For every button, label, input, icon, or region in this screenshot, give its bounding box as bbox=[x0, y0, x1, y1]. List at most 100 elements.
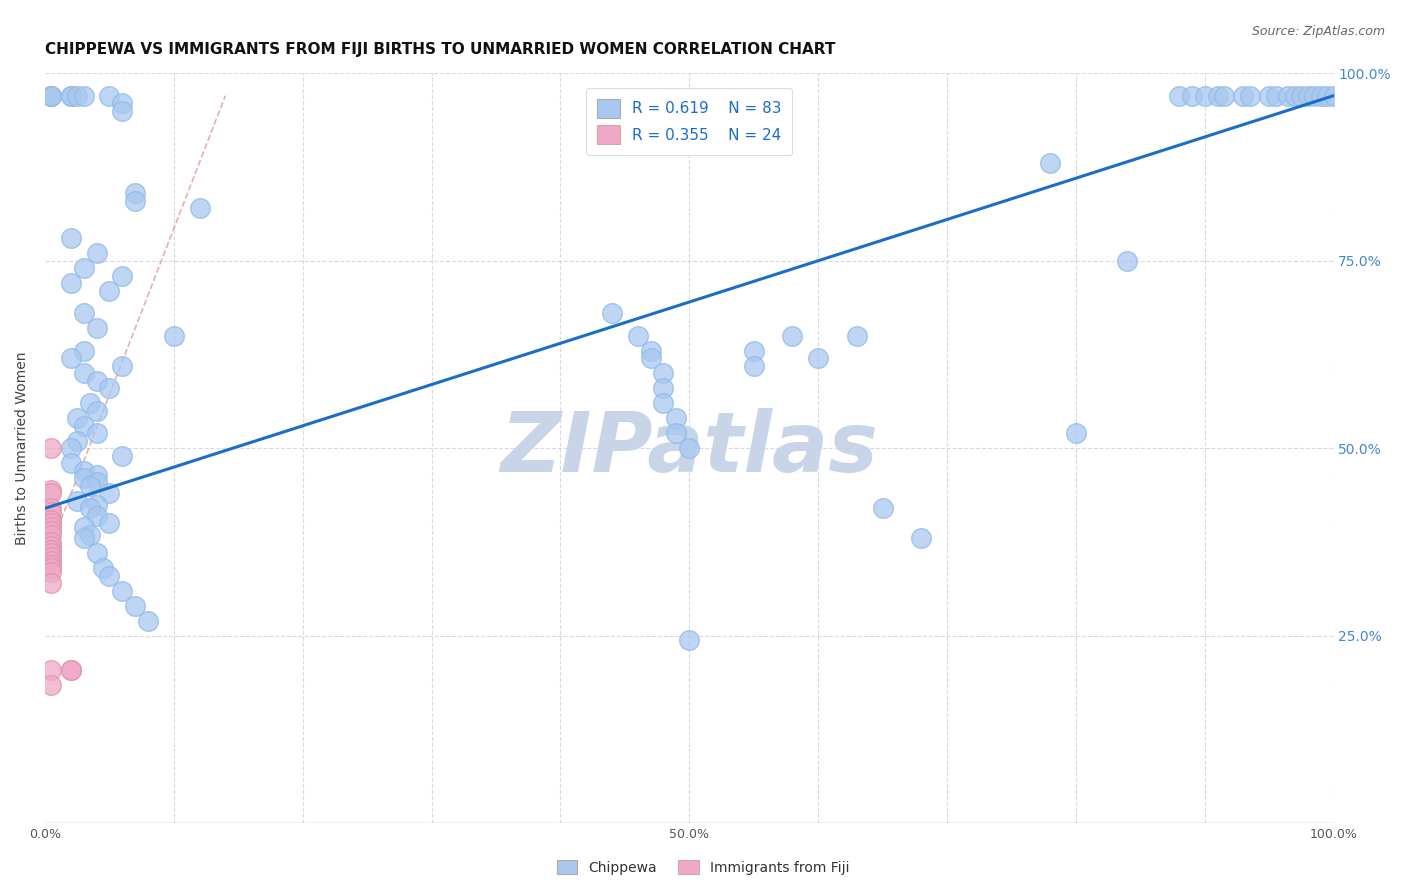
Point bbox=[59, 88, 82, 103]
Text: Source: ZipAtlas.com: Source: ZipAtlas.com bbox=[1251, 25, 1385, 38]
Point bbox=[652, 396, 675, 410]
Point bbox=[98, 516, 121, 531]
Point bbox=[111, 96, 134, 111]
Point bbox=[98, 88, 121, 103]
Point bbox=[41, 505, 63, 519]
Point bbox=[86, 404, 108, 418]
Point bbox=[72, 471, 94, 485]
Point bbox=[1284, 88, 1306, 103]
Point bbox=[41, 550, 63, 565]
Point bbox=[124, 599, 146, 613]
Point bbox=[41, 483, 63, 497]
Point bbox=[86, 426, 108, 441]
Point bbox=[41, 561, 63, 575]
Point bbox=[59, 351, 82, 366]
Point bbox=[1291, 88, 1313, 103]
Point bbox=[41, 520, 63, 534]
Point bbox=[111, 268, 134, 283]
Point bbox=[59, 663, 82, 677]
Point bbox=[678, 632, 700, 647]
Text: ZIPatlas: ZIPatlas bbox=[501, 408, 879, 489]
Point bbox=[640, 343, 662, 358]
Point bbox=[1232, 88, 1254, 103]
Point bbox=[59, 231, 82, 245]
Point bbox=[59, 663, 82, 677]
Point bbox=[86, 246, 108, 260]
Point bbox=[665, 426, 688, 441]
Point bbox=[79, 396, 101, 410]
Point bbox=[136, 614, 159, 628]
Point bbox=[41, 513, 63, 527]
Point bbox=[742, 343, 765, 358]
Point bbox=[41, 678, 63, 692]
Point bbox=[111, 359, 134, 373]
Point bbox=[86, 508, 108, 523]
Point bbox=[41, 542, 63, 557]
Point bbox=[59, 277, 82, 291]
Point bbox=[1277, 88, 1299, 103]
Point bbox=[41, 554, 63, 568]
Point bbox=[98, 569, 121, 583]
Point bbox=[665, 411, 688, 425]
Point bbox=[1064, 426, 1087, 441]
Point bbox=[1194, 88, 1216, 103]
Point bbox=[1206, 88, 1229, 103]
Point bbox=[652, 381, 675, 395]
Point bbox=[41, 535, 63, 549]
Point bbox=[86, 475, 108, 489]
Point bbox=[600, 306, 623, 320]
Point bbox=[41, 88, 63, 103]
Point bbox=[872, 501, 894, 516]
Point bbox=[72, 261, 94, 276]
Point bbox=[41, 546, 63, 560]
Point bbox=[59, 88, 82, 103]
Point bbox=[163, 328, 186, 343]
Point bbox=[1303, 88, 1326, 103]
Point bbox=[1316, 88, 1339, 103]
Point bbox=[627, 328, 650, 343]
Point bbox=[41, 501, 63, 516]
Point bbox=[86, 467, 108, 482]
Point bbox=[1296, 88, 1319, 103]
Point bbox=[742, 359, 765, 373]
Point bbox=[41, 576, 63, 591]
Legend: Chippewa, Immigrants from Fiji: Chippewa, Immigrants from Fiji bbox=[551, 855, 855, 880]
Point bbox=[652, 367, 675, 381]
Point bbox=[41, 442, 63, 456]
Point bbox=[98, 381, 121, 395]
Point bbox=[1258, 88, 1281, 103]
Point bbox=[111, 583, 134, 598]
Point bbox=[124, 194, 146, 208]
Point bbox=[41, 663, 63, 677]
Point bbox=[91, 561, 114, 575]
Point bbox=[98, 284, 121, 298]
Point bbox=[41, 524, 63, 538]
Point bbox=[1309, 88, 1331, 103]
Point bbox=[41, 88, 63, 103]
Point bbox=[72, 520, 94, 534]
Point bbox=[807, 351, 830, 366]
Point bbox=[86, 321, 108, 335]
Point bbox=[111, 103, 134, 118]
Point bbox=[72, 306, 94, 320]
Point bbox=[59, 442, 82, 456]
Point bbox=[66, 411, 89, 425]
Point bbox=[86, 498, 108, 512]
Point bbox=[72, 367, 94, 381]
Point bbox=[910, 532, 932, 546]
Point bbox=[782, 328, 804, 343]
Point bbox=[41, 486, 63, 500]
Point bbox=[1039, 156, 1062, 170]
Point bbox=[59, 456, 82, 470]
Point bbox=[66, 434, 89, 448]
Point bbox=[1167, 88, 1189, 103]
Y-axis label: Births to Unmarried Women: Births to Unmarried Women bbox=[15, 351, 30, 545]
Legend: R = 0.619    N = 83, R = 0.355    N = 24: R = 0.619 N = 83, R = 0.355 N = 24 bbox=[586, 88, 792, 154]
Point bbox=[41, 558, 63, 572]
Point bbox=[1213, 88, 1236, 103]
Point bbox=[124, 186, 146, 201]
Point bbox=[72, 464, 94, 478]
Point bbox=[66, 493, 89, 508]
Point bbox=[72, 343, 94, 358]
Point bbox=[1239, 88, 1261, 103]
